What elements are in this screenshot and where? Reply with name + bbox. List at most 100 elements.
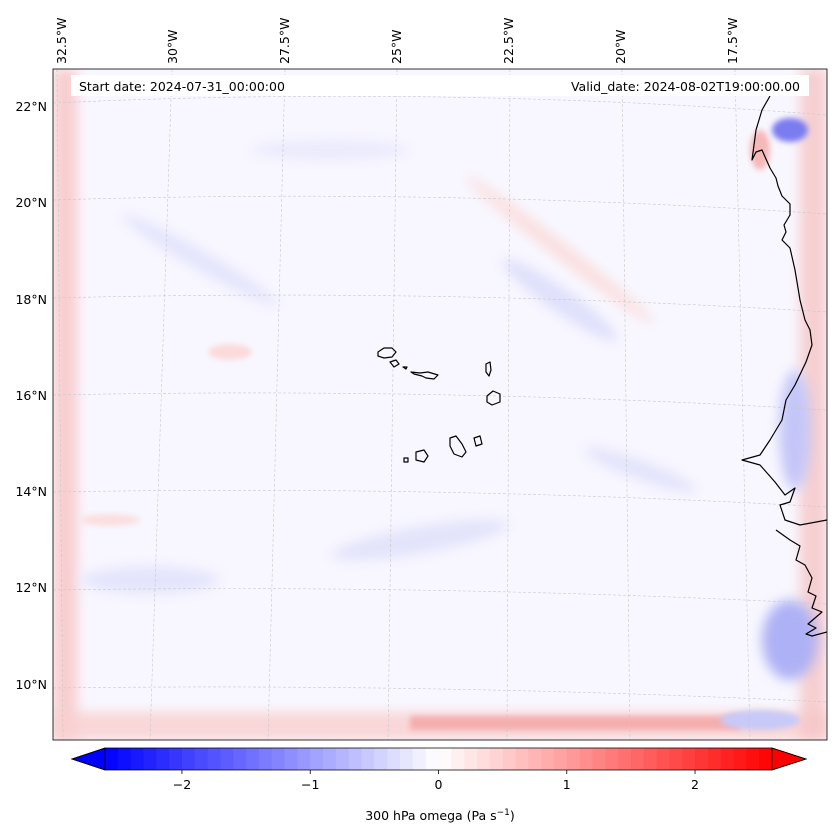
coastline <box>377 95 827 637</box>
colorbar-bins <box>105 748 773 770</box>
colorbar-bin <box>348 748 363 770</box>
lat-label-14n: 14°N <box>15 484 47 499</box>
date-header-background <box>71 75 809 96</box>
colorbar-bin <box>618 748 632 770</box>
colorbar-bin <box>361 748 375 770</box>
colorbar-bin <box>130 748 145 770</box>
lat-label-22n: 22°N <box>15 99 47 114</box>
colorbar-bin <box>579 748 594 770</box>
colorbar-bin <box>412 748 427 770</box>
lat-label-20n: 20°N <box>15 195 47 210</box>
colorbar-bin <box>220 748 234 770</box>
colorbar-bin <box>181 748 196 770</box>
lon-label-30w: 30°W <box>165 29 180 64</box>
colorbar-bin <box>515 748 529 770</box>
start-date-label: Start date: 2024-07-31_00:00:00 <box>79 79 285 94</box>
colorbar-bin <box>323 748 337 770</box>
colorbar-bin <box>105 748 119 770</box>
omega-field <box>53 69 827 740</box>
colorbar-bin <box>271 748 286 770</box>
colorbar-tick-label: −1 <box>301 777 319 792</box>
african-coastline <box>741 95 827 526</box>
colorbar-bin <box>284 748 299 770</box>
colorbar-bin <box>502 748 517 770</box>
island-santo-antao <box>377 347 397 359</box>
colorbar-bin <box>553 748 568 770</box>
island-santiago <box>449 435 467 458</box>
colorbar-bin <box>374 748 388 770</box>
colorbar-bin <box>656 748 670 770</box>
colorbar-bin <box>310 748 324 770</box>
colorbar-bin <box>387 748 401 770</box>
colorbar-bin <box>143 748 157 770</box>
lat-label-18n: 18°N <box>15 292 47 307</box>
colorbar-bin <box>169 748 183 770</box>
map-frame <box>52 68 828 741</box>
colorbar-bin <box>156 748 170 770</box>
south-boundary-band-strong <box>410 716 740 730</box>
colorbar-tick-label: 1 <box>563 777 571 792</box>
colorbar-bin <box>707 748 722 770</box>
blue-streak-6 <box>250 140 410 160</box>
blue-streak-5 <box>583 447 697 493</box>
colorbar-bin <box>746 748 760 770</box>
blue-patch-east-3 <box>720 710 800 730</box>
lat-label-10n: 10°N <box>15 677 47 692</box>
colorbar-bin <box>541 748 555 770</box>
colorbar-low-extension <box>70 747 106 771</box>
map-background <box>53 69 827 740</box>
west-boundary-band <box>53 69 77 740</box>
blue-patch-ne <box>772 118 808 142</box>
colorbar-bin <box>438 748 452 770</box>
valid-date-label: Valid_date: 2024-08-02T19:00:00.00 <box>571 79 800 94</box>
colorbar-ticks: −2 −1 0 1 2 <box>173 770 699 792</box>
colorbar-bin <box>207 748 222 770</box>
colorbar-bin <box>630 748 645 770</box>
red-patch-2 <box>80 514 140 526</box>
lon-label-20w: 20°W <box>613 29 628 64</box>
colorbar-outline <box>70 747 808 771</box>
red-patch-1 <box>208 344 252 360</box>
colorbar-bin <box>425 748 440 770</box>
colorbar-tick-label: −2 <box>173 777 191 792</box>
island-sal <box>485 361 492 377</box>
colorbar: −2 −1 0 1 2 300 hPa omega (Pa s−1) <box>70 747 808 823</box>
colorbar-bin <box>258 748 273 770</box>
lon-label-27-5w: 27.5°W <box>277 18 292 64</box>
blue-patch-east-2 <box>762 600 818 680</box>
island-maio <box>473 435 483 447</box>
map-panel: Start date: 2024-07-31_00:00:00 Valid_da… <box>52 68 828 741</box>
colorbar-bin <box>233 748 247 770</box>
lon-label-25w: 25°W <box>389 29 404 64</box>
colorbar-bin <box>117 748 132 770</box>
lat-label-12n: 12°N <box>15 580 47 595</box>
lon-label-32-5w: 32.5°W <box>54 18 69 64</box>
colorbar-tick-label: 2 <box>691 777 699 792</box>
island-sao-vicente <box>389 359 400 368</box>
colorbar-bin <box>335 748 350 770</box>
gambia-coast <box>775 529 827 637</box>
lon-label-22-5w: 22.5°W <box>501 18 516 64</box>
blue-streak-4 <box>80 566 220 594</box>
colorbar-unit-exponent: −1 <box>497 808 510 818</box>
colorbar-bin <box>669 748 683 770</box>
colorbar-bin <box>297 748 311 770</box>
blue-streak-2 <box>121 214 279 306</box>
island-brava <box>403 457 409 463</box>
graticule <box>53 69 827 740</box>
colorbar-bin <box>464 748 478 770</box>
colorbar-high-extension <box>771 747 808 771</box>
blue-streak-3 <box>331 519 509 561</box>
colorbar-bin <box>643 748 658 770</box>
colorbar-bin <box>489 748 504 770</box>
blue-patch-east-1 <box>779 370 811 490</box>
colorbar-bin <box>695 748 709 770</box>
colorbar-bin <box>476 748 491 770</box>
colorbar-bin <box>605 748 619 770</box>
lon-label-17-5w: 17.5°W <box>725 18 740 64</box>
colorbar-bin <box>246 748 260 770</box>
lat-label-16n: 16°N <box>15 388 47 403</box>
colorbar-bin <box>566 748 581 770</box>
island-sao-nicolau <box>410 371 439 380</box>
